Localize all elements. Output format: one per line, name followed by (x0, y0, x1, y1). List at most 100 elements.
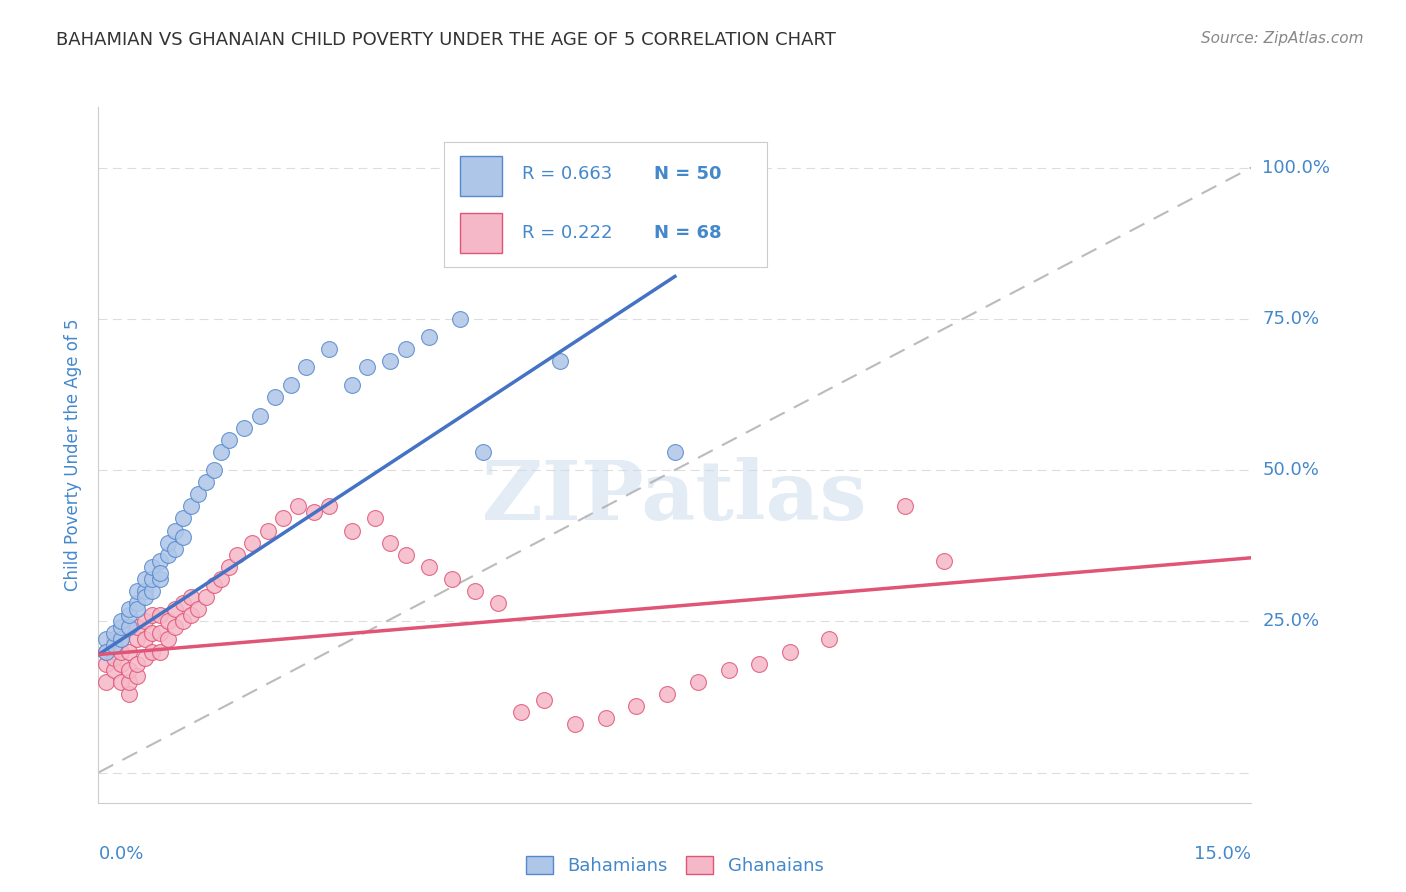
Point (125, 620, 148, 634)
Text: ZIPatlas: ZIPatlas (482, 457, 868, 537)
Point (134, 615, 156, 629)
Point (340, 378, 363, 392)
Point (249, 409, 271, 423)
Point (103, 639, 125, 653)
Point (418, 559, 440, 574)
Point (165, 541, 187, 556)
Point (817, 632, 839, 647)
Point (748, 657, 770, 671)
Point (118, 602, 141, 616)
Point (280, 378, 302, 392)
Point (165, 524, 187, 538)
Point (94, 644, 117, 658)
Text: 100.0%: 100.0% (1263, 159, 1330, 177)
Point (894, 500, 917, 514)
Point (548, 354, 571, 368)
Point (110, 657, 132, 671)
Point (202, 578, 225, 592)
Point (125, 596, 148, 610)
Point (103, 626, 125, 640)
Point (156, 548, 179, 562)
Point (380, 354, 402, 368)
Point (110, 620, 132, 634)
Point (471, 445, 494, 459)
Point (165, 620, 187, 634)
Point (180, 590, 202, 604)
Point (240, 535, 263, 549)
Point (256, 524, 278, 538)
Point (172, 530, 194, 544)
Point (356, 360, 378, 375)
Point (149, 608, 172, 623)
Point (395, 342, 418, 356)
Text: 15.0%: 15.0% (1194, 845, 1251, 863)
Text: 50.0%: 50.0% (1263, 461, 1319, 479)
Point (440, 572, 463, 586)
Point (156, 632, 179, 647)
Point (195, 590, 218, 604)
Point (134, 650, 156, 665)
Point (134, 572, 156, 586)
Point (595, 711, 617, 725)
Point (779, 644, 801, 658)
Text: BAHAMIAN VS GHANAIAN CHILD POVERTY UNDER THE AGE OF 5 CORRELATION CHART: BAHAMIAN VS GHANAIAN CHILD POVERTY UNDER… (56, 31, 837, 49)
Point (264, 391, 287, 405)
Point (149, 626, 172, 640)
Point (271, 511, 294, 525)
Point (141, 572, 163, 586)
Point (218, 433, 240, 447)
Point (125, 602, 148, 616)
Point (626, 698, 648, 713)
Point (209, 572, 232, 586)
Point (686, 674, 709, 689)
Point (172, 596, 194, 610)
Point (134, 584, 156, 599)
Point (418, 330, 440, 344)
Point (118, 674, 141, 689)
Point (195, 475, 218, 490)
Point (318, 500, 340, 514)
Point (94, 657, 117, 671)
Point (110, 632, 132, 647)
Point (187, 487, 209, 501)
Point (156, 615, 179, 629)
Point (218, 559, 240, 574)
Point (118, 663, 141, 677)
Point (141, 559, 163, 574)
Point (118, 608, 141, 623)
Point (302, 505, 325, 519)
Point (932, 554, 955, 568)
Point (380, 535, 402, 549)
Point (533, 693, 555, 707)
Point (149, 572, 172, 586)
Point (118, 687, 141, 701)
Point (364, 511, 387, 525)
Point (202, 463, 225, 477)
Point (110, 615, 132, 629)
Point (134, 590, 156, 604)
Point (125, 657, 148, 671)
Point (449, 311, 471, 326)
Y-axis label: Child Poverty Under the Age of 5: Child Poverty Under the Age of 5 (65, 318, 83, 591)
Point (564, 717, 586, 731)
Point (180, 608, 202, 623)
Point (118, 644, 141, 658)
Point (134, 632, 156, 647)
Point (464, 584, 486, 599)
Point (103, 663, 125, 677)
Point (225, 548, 247, 562)
Point (149, 644, 172, 658)
Point (125, 632, 148, 647)
Point (156, 535, 179, 549)
Point (94, 674, 117, 689)
Point (141, 644, 163, 658)
Point (486, 596, 509, 610)
Text: 75.0%: 75.0% (1263, 310, 1320, 327)
Point (149, 566, 172, 580)
Point (180, 500, 202, 514)
Point (110, 674, 132, 689)
Point (94, 632, 117, 647)
Legend: Bahamians, Ghanaians: Bahamians, Ghanaians (517, 847, 832, 884)
Point (141, 626, 163, 640)
Point (233, 420, 256, 434)
